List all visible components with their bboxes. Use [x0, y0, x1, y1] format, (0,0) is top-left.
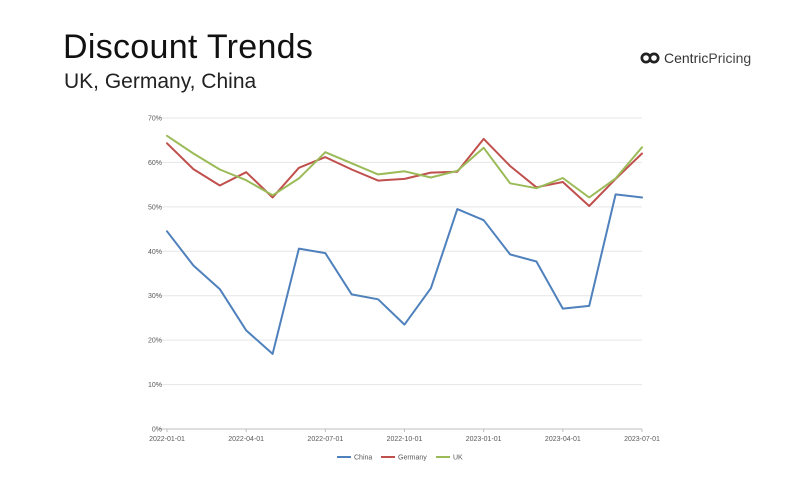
x-tick-label: 2023-01-01	[466, 436, 502, 443]
x-tick-label: 2023-04-01	[545, 436, 581, 443]
y-tick-label: 20%	[148, 338, 162, 345]
x-tick-label: 2022-01-01	[149, 436, 185, 443]
brand-name-part1: Centric	[664, 50, 709, 66]
brand-name-part2: Pricing	[708, 50, 752, 66]
x-tick-label: 2022-10-01	[387, 436, 423, 443]
y-tick-label: 50%	[148, 204, 162, 211]
series-line-germany	[166, 137, 643, 207]
y-tick-label: 70%	[148, 116, 162, 123]
y-tick-label: 30%	[148, 293, 162, 300]
series-line-china	[166, 193, 643, 355]
page-title: Discount Trends	[63, 28, 314, 66]
x-tick-label: 2022-04-01	[228, 436, 264, 443]
x-tick-label: 2023-07-01	[624, 436, 660, 443]
legend-label-china: China	[354, 455, 372, 462]
y-tick-label: 0%	[152, 427, 162, 434]
brand-logo: CentricPricing	[640, 50, 751, 66]
twin-circles-logo-icon	[640, 52, 660, 64]
y-tick-label: 60%	[148, 160, 162, 167]
series-line-uk	[166, 134, 643, 199]
y-tick-label: 40%	[148, 249, 162, 256]
x-tick-label: 2022-07-01	[307, 436, 343, 443]
y-tick-label: 10%	[148, 382, 162, 389]
page-subtitle: UK, Germany, China	[64, 70, 257, 93]
legend-label-germany: Germany	[398, 455, 427, 462]
legend-label-uk: UK	[453, 455, 463, 462]
